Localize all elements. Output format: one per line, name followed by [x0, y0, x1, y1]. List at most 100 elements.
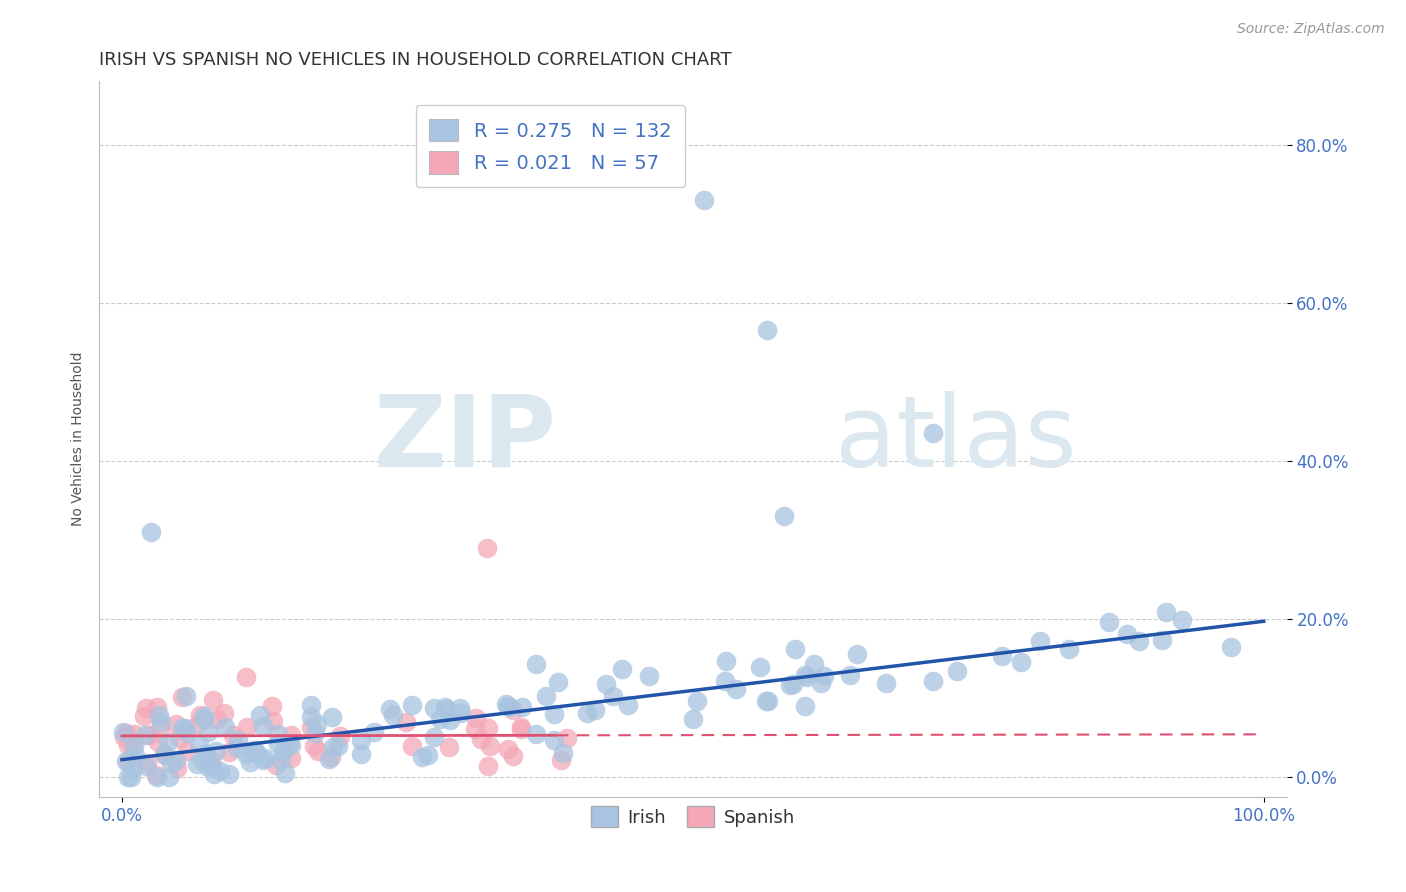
- Point: [146, 770, 169, 784]
- Point: [1150, 633, 1173, 648]
- Point: [439, 740, 461, 755]
- Point: [117, 739, 139, 753]
- Point: [302, 739, 325, 754]
- Point: [510, 722, 533, 736]
- Point: [307, 744, 329, 758]
- Point: [153, 748, 176, 763]
- Point: [381, 708, 404, 723]
- Point: [439, 713, 461, 727]
- Point: [748, 660, 770, 674]
- Point: [176, 725, 198, 739]
- Point: [165, 716, 187, 731]
- Point: [713, 674, 735, 689]
- Point: [524, 727, 547, 741]
- Point: [205, 744, 228, 758]
- Point: [195, 747, 218, 761]
- Point: [510, 699, 533, 714]
- Point: [134, 709, 156, 723]
- Point: [212, 706, 235, 721]
- Point: [134, 728, 156, 742]
- Point: [205, 712, 228, 726]
- Point: [498, 699, 520, 714]
- Point: [191, 753, 214, 767]
- Point: [755, 694, 778, 708]
- Point: [266, 726, 288, 740]
- Point: [201, 758, 224, 772]
- Point: [208, 764, 231, 778]
- Point: [115, 754, 138, 768]
- Point: [921, 674, 943, 689]
- Point: [264, 758, 287, 772]
- Point: [550, 753, 572, 767]
- Point: [187, 717, 209, 731]
- Y-axis label: No Vehicles in Household: No Vehicles in Household: [72, 351, 86, 526]
- Point: [148, 708, 170, 723]
- Text: IRISH VS SPANISH NO VEHICLES IN HOUSEHOLD CORRELATION CHART: IRISH VS SPANISH NO VEHICLES IN HOUSEHOL…: [100, 51, 731, 69]
- Point: [112, 730, 135, 744]
- Point: [350, 747, 373, 761]
- Point: [363, 725, 385, 739]
- Point: [117, 770, 139, 784]
- Point: [135, 759, 157, 773]
- Point: [555, 731, 578, 746]
- Point: [350, 732, 373, 747]
- Point: [796, 670, 818, 684]
- Point: [262, 714, 284, 728]
- Point: [176, 743, 198, 757]
- Point: [174, 690, 197, 704]
- Point: [135, 701, 157, 715]
- Point: [716, 654, 738, 668]
- Point: [146, 735, 169, 749]
- Point: [262, 698, 284, 713]
- Point: [242, 743, 264, 757]
- Point: [214, 720, 236, 734]
- Point: [138, 728, 160, 742]
- Point: [160, 756, 183, 770]
- Point: [423, 730, 446, 744]
- Point: [200, 753, 222, 767]
- Point: [464, 711, 486, 725]
- Point: [254, 751, 277, 765]
- Point: [124, 739, 146, 754]
- Point: [782, 677, 804, 691]
- Point: [779, 678, 801, 692]
- Point: [583, 703, 606, 717]
- Point: [226, 732, 249, 747]
- Point: [378, 702, 401, 716]
- Point: [547, 674, 569, 689]
- Point: [1057, 641, 1080, 656]
- Point: [401, 698, 423, 712]
- Text: atlas: atlas: [835, 391, 1077, 488]
- Legend: Irish, Spanish: Irish, Spanish: [583, 799, 801, 834]
- Point: [218, 767, 240, 781]
- Point: [173, 721, 195, 735]
- Point: [122, 761, 145, 775]
- Point: [1171, 613, 1194, 627]
- Point: [188, 708, 211, 723]
- Point: [536, 689, 558, 703]
- Point: [117, 755, 139, 769]
- Point: [502, 749, 524, 764]
- Point: [610, 662, 633, 676]
- Point: [429, 712, 451, 726]
- Point: [218, 745, 240, 759]
- Point: [270, 753, 292, 767]
- Point: [756, 323, 779, 337]
- Point: [1154, 605, 1177, 619]
- Point: [186, 757, 208, 772]
- Point: [1097, 615, 1119, 629]
- Point: [794, 668, 817, 682]
- Point: [551, 746, 574, 760]
- Point: [794, 699, 817, 714]
- Point: [120, 770, 142, 784]
- Point: [146, 700, 169, 714]
- Point: [693, 193, 716, 207]
- Point: [477, 541, 499, 555]
- Point: [783, 641, 806, 656]
- Point: [328, 730, 350, 744]
- Point: [193, 708, 215, 723]
- Point: [496, 698, 519, 713]
- Point: [170, 690, 193, 705]
- Point: [401, 739, 423, 753]
- Point: [267, 736, 290, 750]
